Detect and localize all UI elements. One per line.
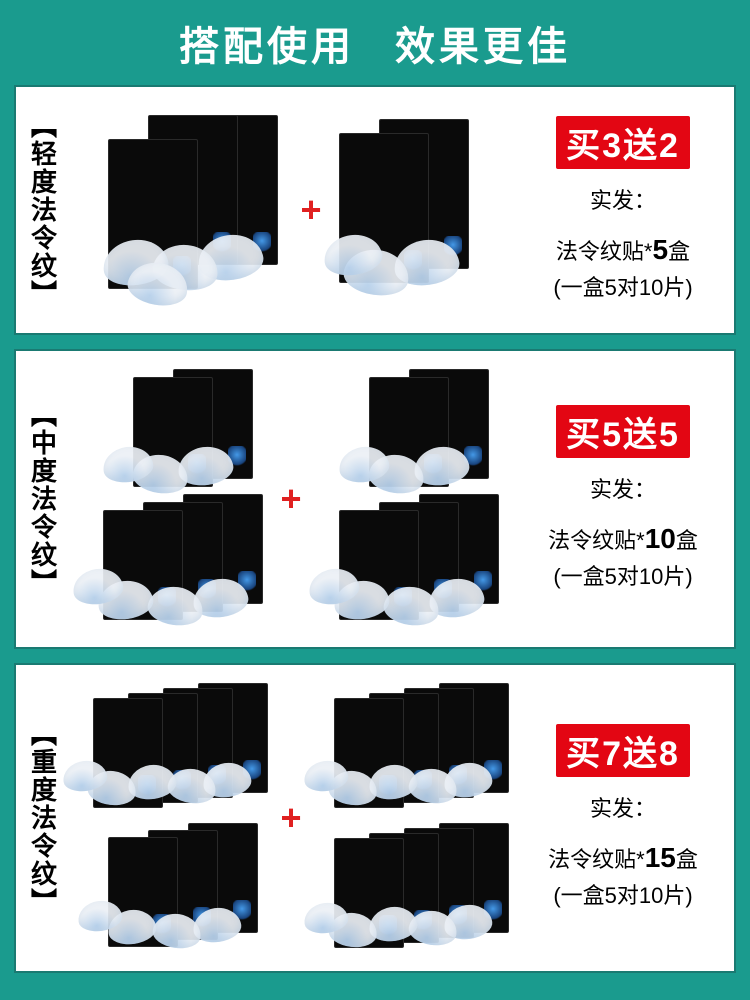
panel-info: 买7送8 实发： 法令纹贴*15盒 (一盒5对10片) [520,675,726,961]
product-group-left [63,683,278,953]
promo-badge: 买5送5 [556,405,690,458]
panel-medium: 【中度法令纹】 [14,349,736,649]
panel-heavy: 【重度法令纹】 [14,663,736,973]
product-group-right [324,115,484,305]
panel-label: 【中度法令纹】 [24,361,62,637]
product-area: + [62,675,520,961]
panel-label: 【轻度法令纹】 [24,97,62,323]
panel-light: 【轻度法令纹】 + [14,85,736,335]
panel-info: 买5送5 实发： 法令纹贴*10盒 (一盒5对10片) [520,361,726,637]
plus-icon: + [300,189,321,231]
detail-text: 法令纹贴*10盒 (一盒5对10片) [548,518,698,593]
product-group-left [68,369,278,629]
plus-icon: + [280,478,301,520]
page-header: 搭配使用 效果更佳 [0,0,750,85]
panels-container: 【轻度法令纹】 + [0,85,750,987]
header-title-left: 搭配使用 [179,14,355,72]
product-group-left [98,115,298,305]
shifa-label: 实发： [590,791,656,823]
product-area: + [62,361,520,637]
detail-text: 法令纹贴*15盒 (一盒5对10片) [548,837,698,912]
product-group-right [304,369,514,629]
panel-info: 买3送2 实发： 法令纹贴*5盒 (一盒5对10片) [520,97,726,323]
detail-text: 法令纹贴*5盒 (一盒5对10片) [553,229,692,304]
product-area: + [62,97,520,323]
shifa-label: 实发： [590,472,656,504]
promo-badge: 买3送2 [556,116,690,169]
header-title-right: 效果更佳 [395,14,571,72]
promo-badge: 买7送8 [556,724,690,777]
product-group-right [304,683,519,953]
panel-label: 【重度法令纹】 [24,675,62,961]
plus-icon: + [280,797,301,839]
shifa-label: 实发： [590,183,656,215]
